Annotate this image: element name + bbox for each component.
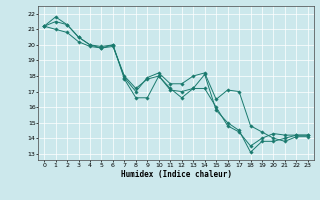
X-axis label: Humidex (Indice chaleur): Humidex (Indice chaleur)	[121, 170, 231, 179]
